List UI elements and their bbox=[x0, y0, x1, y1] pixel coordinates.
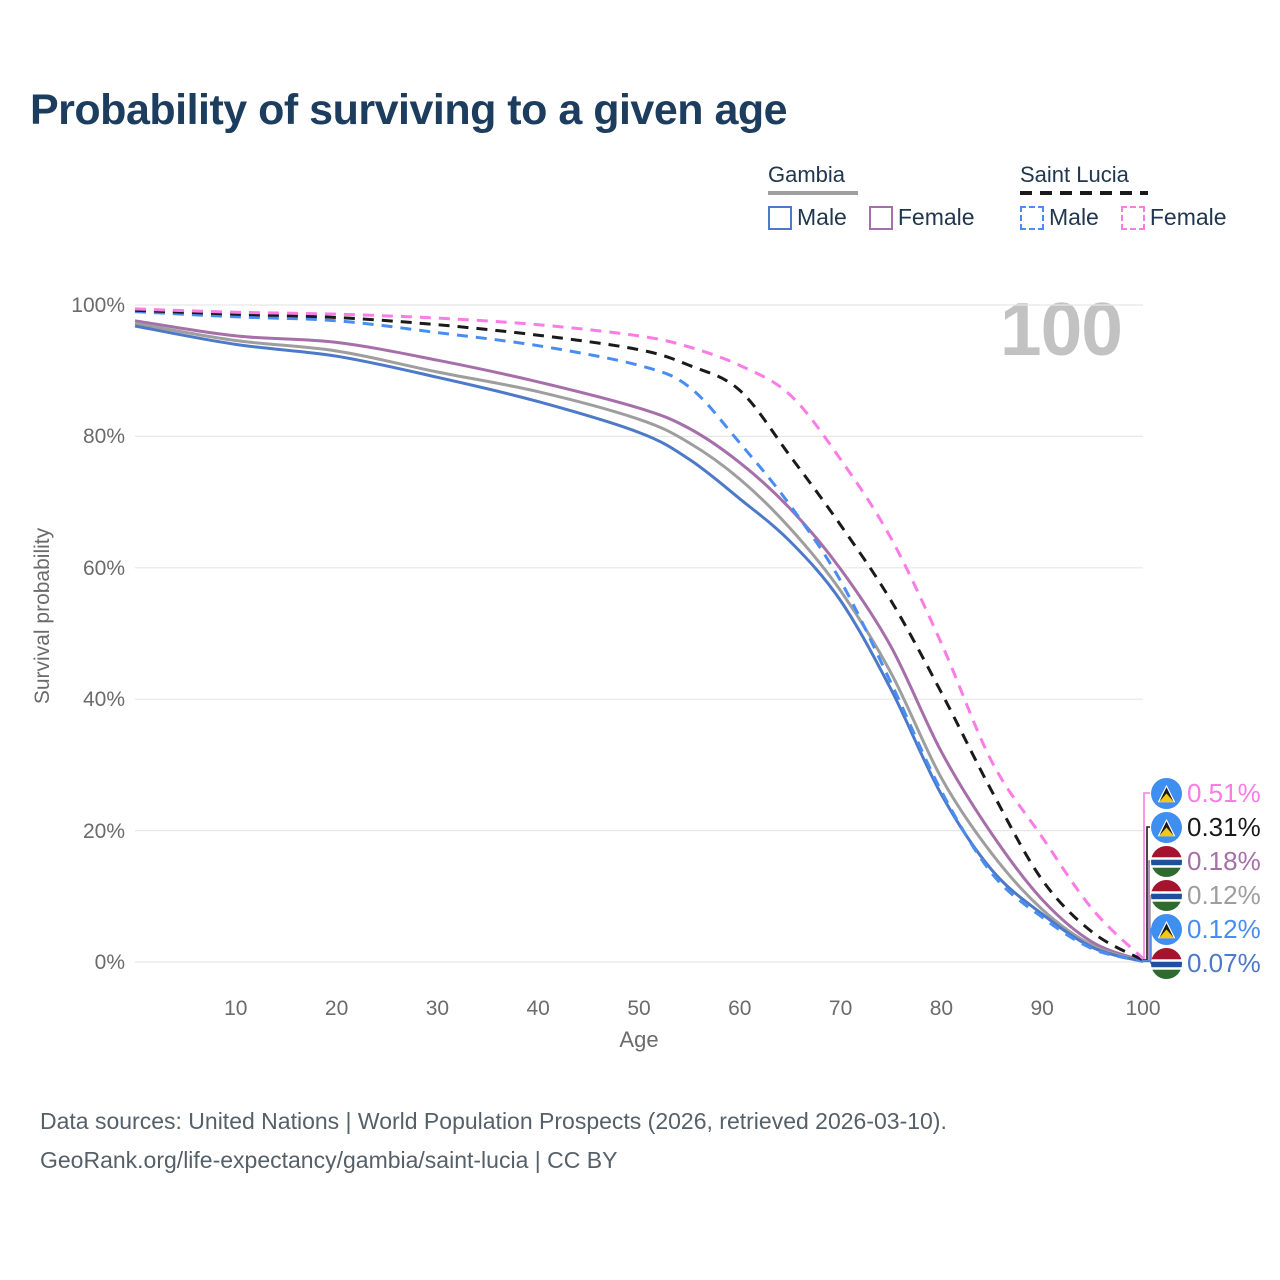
series-line-gambia-total bbox=[134, 321, 1144, 963]
y-tick-label: 80% bbox=[82, 425, 125, 449]
legend-item-label: Female bbox=[1149, 204, 1227, 230]
series-line-saint-lucia-female bbox=[134, 307, 1145, 960]
end-label-saint-lucia-total: 0.31% bbox=[1151, 811, 1261, 843]
attribution-link-text: GeoRank.org/life-expectancy/gambia/saint… bbox=[40, 1147, 618, 1173]
x-tick-label: 100 bbox=[1125, 997, 1161, 1020]
age-counter-watermark: 100 bbox=[999, 287, 1123, 371]
legend-item-gambia-female[interactable]: Female bbox=[868, 204, 975, 231]
data-sources-text: Data sources: United Nations | World Pop… bbox=[40, 1108, 947, 1134]
saint-lucia-flag-icon bbox=[1151, 913, 1182, 945]
end-label-saint-lucia-female: 0.51% bbox=[1151, 777, 1261, 809]
end-label-value: 0.51% bbox=[1187, 778, 1261, 808]
y-tick-label: 100% bbox=[71, 294, 125, 317]
y-tick-label: 60% bbox=[82, 556, 125, 580]
x-tick-label: 60 bbox=[728, 997, 752, 1020]
gambia-line-style-key bbox=[768, 191, 858, 195]
legend-item-gambia-male[interactable]: Male bbox=[768, 204, 847, 231]
gambia-flag-icon bbox=[1151, 947, 1182, 979]
x-tick-label: 10 bbox=[224, 997, 248, 1020]
y-tick-label: 20% bbox=[82, 819, 125, 843]
legend-item-label: Female bbox=[897, 204, 975, 230]
saint-lucia-male-swatch bbox=[1020, 205, 1044, 230]
end-label-saint-lucia-male: 0.12% bbox=[1151, 913, 1261, 945]
end-label-gambia-total: 0.12% bbox=[1151, 879, 1261, 911]
x-tick-label: 80 bbox=[929, 997, 954, 1020]
gambia-female-swatch bbox=[868, 205, 893, 230]
series-line-saint-lucia-total bbox=[134, 308, 1144, 962]
legend-item-saint-lucia-female[interactable]: Female bbox=[1120, 204, 1227, 231]
gambia-male-swatch bbox=[768, 205, 792, 230]
saint-lucia-female-swatch bbox=[1120, 205, 1145, 230]
end-label-value: 0.18% bbox=[1187, 846, 1261, 876]
legend-group-gambia: Gambia Male Female bbox=[768, 162, 975, 231]
legend-item-label: Male bbox=[1049, 204, 1099, 230]
saint-lucia-flag-icon bbox=[1151, 811, 1182, 843]
x-tick-label: 90 bbox=[1030, 997, 1054, 1020]
x-tick-label: 50 bbox=[627, 997, 651, 1020]
end-label-gambia-male: 0.07% bbox=[1151, 947, 1261, 979]
x-tick-label: 40 bbox=[526, 997, 550, 1020]
legend-group-title-saint-lucia: Saint Lucia bbox=[1020, 162, 1129, 187]
series-line-gambia-female bbox=[134, 319, 1144, 963]
x-axis-title: Age bbox=[619, 1027, 659, 1052]
end-label-value: 0.31% bbox=[1187, 812, 1261, 842]
legend-item-label: Male bbox=[797, 204, 847, 230]
y-tick-label: 0% bbox=[94, 951, 125, 974]
end-label-value: 0.12% bbox=[1187, 880, 1261, 910]
legend-group-title-gambia: Gambia bbox=[768, 162, 846, 187]
saint-lucia-line-style-key bbox=[1020, 191, 1148, 195]
x-tick-label: 30 bbox=[425, 997, 450, 1020]
series-line-saint-lucia-male bbox=[134, 310, 1144, 963]
page-title: Probability of surviving to a given age bbox=[30, 86, 788, 134]
end-label-connector bbox=[1143, 792, 1150, 960]
x-tick-label: 70 bbox=[828, 997, 853, 1020]
gambia-flag-icon bbox=[1151, 845, 1182, 877]
gambia-flag-icon bbox=[1151, 879, 1182, 911]
saint-lucia-flag-icon bbox=[1151, 777, 1182, 809]
series-line-gambia-male bbox=[134, 324, 1144, 963]
legend-item-saint-lucia-male[interactable]: Male bbox=[1020, 204, 1099, 231]
y-tick-label: 40% bbox=[82, 688, 125, 712]
end-label-value: 0.12% bbox=[1187, 914, 1261, 944]
end-label-value: 0.07% bbox=[1187, 948, 1261, 978]
end-label-gambia-female: 0.18% bbox=[1151, 845, 1261, 877]
x-tick-label: 20 bbox=[324, 997, 349, 1020]
legend-group-saint-lucia: Saint Lucia Male Female bbox=[1020, 162, 1227, 231]
